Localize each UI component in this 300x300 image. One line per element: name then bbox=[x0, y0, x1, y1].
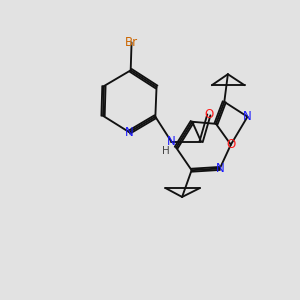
Text: Br: Br bbox=[125, 36, 138, 49]
Text: H: H bbox=[162, 146, 169, 156]
Text: O: O bbox=[204, 108, 214, 122]
Text: N: N bbox=[243, 110, 252, 123]
Text: N: N bbox=[125, 126, 134, 139]
Text: O: O bbox=[226, 138, 236, 151]
Text: N: N bbox=[167, 135, 176, 148]
Text: N: N bbox=[215, 162, 224, 175]
